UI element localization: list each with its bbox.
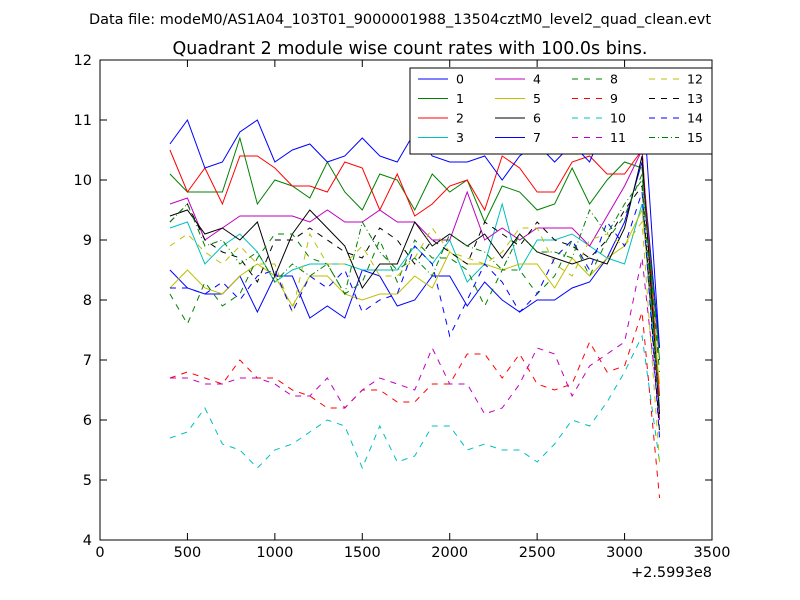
- legend-label-1: 1: [456, 91, 464, 106]
- series-lines: [169, 83, 661, 499]
- series-line-11: [169, 257, 661, 421]
- series-line-1: [169, 136, 661, 361]
- legend-label-12: 12: [687, 72, 703, 87]
- chart-suptitle: Data file: modeM0/AS1A04_103T01_90000019…: [89, 12, 711, 28]
- x-tick-label: 3500: [694, 545, 731, 561]
- x-tick-label: 2500: [519, 545, 556, 561]
- legend-box: [409, 67, 713, 155]
- series-line-9: [169, 311, 661, 499]
- legend-label-13: 13: [687, 91, 703, 106]
- series-line-15: [169, 178, 661, 409]
- series-line-14: [169, 191, 661, 439]
- y-tick-label: 8: [83, 293, 92, 309]
- legend-label-2: 2: [456, 111, 464, 126]
- x-tick-label: 1000: [256, 545, 293, 561]
- legend-label-6: 6: [533, 111, 541, 126]
- legend-label-3: 3: [456, 130, 464, 145]
- y-tick-label: 4: [83, 533, 92, 549]
- x-tick-label: 1500: [344, 545, 381, 561]
- legend-label-5: 5: [533, 91, 541, 106]
- series-line-10: [169, 334, 661, 470]
- legend-label-15: 15: [687, 130, 703, 145]
- legend-label-10: 10: [610, 111, 626, 126]
- y-tick-label: 9: [83, 233, 92, 249]
- x-offset-label: +2.5993e8: [631, 565, 712, 581]
- legend-label-4: 4: [533, 72, 541, 87]
- x-tick-label: 2000: [431, 545, 468, 561]
- y-tick-label: 7: [83, 353, 92, 369]
- y-tick-label: 12: [74, 53, 92, 69]
- legend-label-0: 0: [456, 72, 464, 87]
- y-tick-label: 6: [83, 413, 92, 429]
- legend-label-14: 14: [687, 111, 703, 126]
- legend-label-8: 8: [610, 72, 618, 87]
- y-tick-label: 5: [83, 473, 92, 489]
- series-line-3: [169, 202, 661, 409]
- x-tick-label: 0: [95, 545, 104, 561]
- series-line-6: [169, 155, 661, 415]
- series-line-0: [169, 161, 661, 349]
- x-tick-label: 3000: [606, 545, 643, 561]
- series-line-8: [169, 173, 661, 373]
- x-tick-label: 500: [174, 545, 202, 561]
- series-line-13: [169, 184, 661, 433]
- series-line-2: [169, 148, 661, 397]
- legend-label-11: 11: [610, 130, 626, 145]
- y-tick-label: 10: [74, 173, 92, 189]
- chart-title: Quadrant 2 module wise count rates with …: [173, 39, 648, 59]
- series-line-4: [169, 148, 661, 421]
- legend-label-7: 7: [533, 130, 541, 145]
- y-tick-label: 11: [74, 113, 92, 129]
- legend-label-9: 9: [610, 91, 618, 106]
